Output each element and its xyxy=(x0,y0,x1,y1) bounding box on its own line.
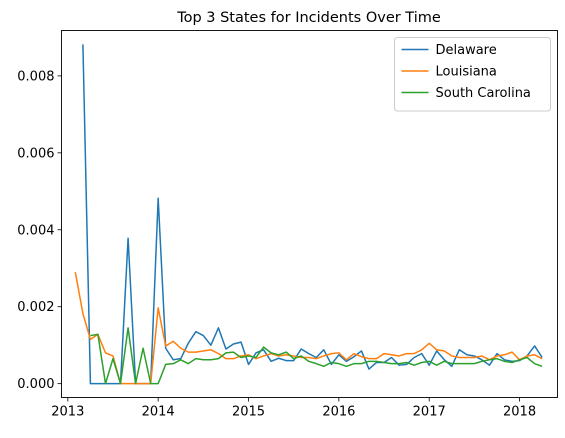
x-tick-label: 2013 xyxy=(51,405,84,420)
legend-label: Louisiana xyxy=(436,65,497,80)
legend-label: Delaware xyxy=(436,43,497,58)
x-tick-label: 2016 xyxy=(322,405,355,420)
y-axis: 0.000 0.002 0.004 0.006 0.008 xyxy=(17,69,62,392)
legend: Delaware Louisiana South Carolina xyxy=(394,37,551,112)
legend-label: South Carolina xyxy=(436,86,531,101)
x-tick-label: 2015 xyxy=(232,405,265,420)
series-line-delaware xyxy=(82,44,543,385)
legend-box xyxy=(394,37,551,112)
y-tick-label: 0.002 xyxy=(17,300,54,315)
x-tick-label: 2017 xyxy=(413,405,446,420)
series-line-south-carolina xyxy=(90,327,543,385)
chart-title: Top 3 States for Incidents Over Time xyxy=(176,10,441,26)
plot-frame xyxy=(61,30,558,398)
y-tick-label: 0.004 xyxy=(17,223,54,238)
x-axis: 2013 2014 2015 2016 2017 2018 xyxy=(51,397,536,420)
y-tick-label: 0.008 xyxy=(17,69,54,84)
x-tick-label: 2014 xyxy=(142,405,175,420)
y-tick-label: 0.000 xyxy=(17,377,54,392)
y-tick-label: 0.006 xyxy=(17,146,54,161)
plot-lines xyxy=(74,44,543,385)
x-tick-label: 2018 xyxy=(503,405,536,420)
series-line-louisiana xyxy=(74,271,543,385)
